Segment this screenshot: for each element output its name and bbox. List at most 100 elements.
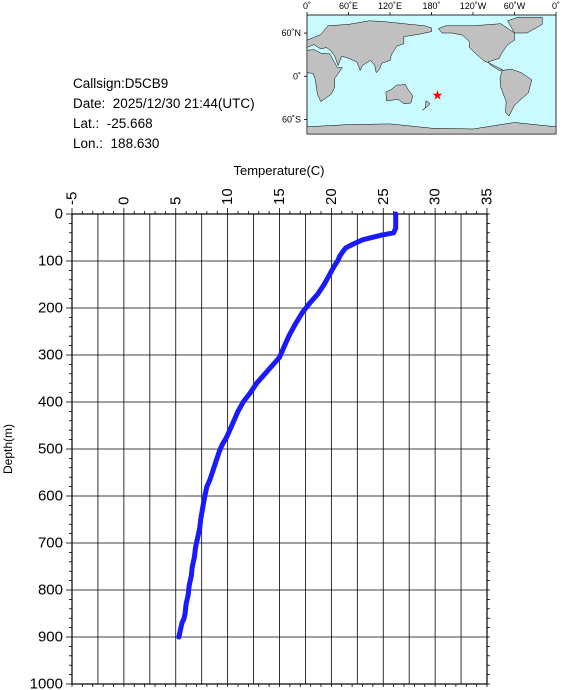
profile-point: [393, 211, 399, 217]
profile-point: [315, 291, 321, 297]
profile-point: [332, 263, 337, 269]
lat-line: Lat.: -25.668: [73, 114, 255, 134]
map-lon-label: 60˚E: [339, 1, 358, 11]
profile-point: [281, 345, 287, 351]
callsign-value: D5CB9: [124, 76, 169, 91]
profile-point: [177, 629, 183, 635]
position-marker: ★: [432, 87, 444, 102]
x-tick-label: 5: [167, 197, 184, 205]
map-lon-label: 180˚: [422, 1, 440, 11]
map-lon-label: 0˚: [552, 1, 560, 11]
profile-point: [248, 390, 253, 395]
profile-point: [391, 230, 397, 236]
x-tick-label: 25: [375, 188, 392, 205]
y-tick-label: 500: [38, 441, 63, 458]
y-tick-label: 800: [38, 582, 63, 599]
map-ticks: [304, 12, 557, 120]
location-map: 0˚ 60˚E 120˚E 180˚ 120˚W 60˚W 0˚ 60˚N 0˚ 60˚S ★: [281, 1, 560, 135]
x-tick-label: 35: [479, 188, 496, 205]
profile-point: [254, 380, 260, 386]
lat-label: Lat.:: [73, 116, 100, 131]
x-tick-label: 15: [271, 188, 288, 205]
y-tick-label: 200: [38, 300, 63, 317]
profile-point: [197, 526, 203, 532]
y-tick-label: 600: [38, 488, 63, 505]
profile-point: [270, 362, 276, 367]
map-lon-label: 60˚W: [504, 1, 526, 11]
map-lat-label: 60˚N: [281, 28, 301, 38]
y-tick-label: 900: [38, 629, 63, 646]
map-land: [306, 16, 557, 135]
y-tick-label: 1000: [30, 676, 63, 690]
continent-eurasia: [306, 20, 432, 74]
lat-value: -25.668: [106, 116, 153, 131]
profile-point: [349, 242, 355, 247]
profile-point: [229, 423, 235, 428]
map-lon-label: 0˚: [303, 1, 311, 11]
lon-line: Lon.: 188.630: [73, 134, 255, 154]
lon-value: 188.630: [110, 136, 160, 151]
callsign-label: Callsign:: [73, 76, 125, 91]
profile-point: [262, 371, 268, 377]
profile-point: [182, 611, 188, 616]
x-tick-labels: -5 0 5 10 15 20 25 30 35: [64, 188, 496, 205]
profile-point: [286, 333, 292, 339]
profile-point: [198, 517, 204, 522]
minor-ticks: [66, 208, 490, 687]
y-tick-label: 0: [55, 206, 63, 223]
temperature-profile-line: [176, 211, 399, 640]
x-tick-label: 10: [219, 188, 236, 205]
map-lat-labels: 60˚N 0˚ 60˚S: [281, 28, 301, 125]
x-tick-label: 20: [323, 188, 340, 205]
date-label: Date:: [73, 96, 106, 111]
profile-point: [213, 458, 219, 464]
profile-point: [235, 409, 241, 414]
profile-point: [207, 477, 213, 482]
continent-antarctica: [306, 122, 557, 135]
profile-point: [224, 434, 229, 440]
profile-point: [185, 592, 191, 598]
map-lon-label: 120˚W: [460, 1, 487, 11]
profile-point: [277, 354, 282, 360]
x-tick-label: -5: [64, 192, 81, 205]
continent-new-zealand: [422, 100, 431, 111]
profile-point: [340, 249, 346, 255]
plot-frame: [71, 213, 488, 685]
profile-point: [360, 237, 365, 243]
profile-points: [176, 211, 399, 640]
continent-africa: [306, 49, 343, 102]
profile-point: [189, 564, 195, 569]
profile-point: [343, 245, 349, 251]
profile-point: [337, 253, 343, 259]
profile-point: [188, 573, 194, 579]
station-info: Callsign:D5CB9 Date: 2025/12/30 21:44(UT…: [73, 74, 255, 154]
x-tick-label: 30: [427, 188, 444, 205]
profile-point: [183, 601, 189, 607]
profile-point: [186, 582, 192, 588]
date-line: Date: 2025/12/30 21:44(UTC): [73, 94, 255, 114]
map-lat-label: 60˚S: [282, 115, 301, 125]
date-value: 2025/12/30 21:44(UTC): [112, 96, 255, 111]
lon-label: Lon.:: [73, 136, 104, 151]
profile-point: [220, 441, 225, 447]
profile-point: [200, 505, 206, 511]
profile-point: [193, 545, 198, 551]
profile-point: [204, 484, 210, 489]
continent-south-america: [499, 68, 533, 117]
callsign-line: Callsign:D5CB9: [73, 74, 255, 94]
profile-point: [210, 467, 216, 473]
y-tick-label: 700: [38, 535, 63, 552]
map-lon-labels: 0˚ 60˚E 120˚E 180˚ 120˚W 60˚W 0˚: [303, 1, 560, 11]
profile-point: [326, 272, 332, 278]
profile-point: [240, 399, 246, 405]
map-lon-label: 120˚E: [378, 1, 402, 11]
profile-point: [179, 620, 185, 626]
grid: [72, 214, 487, 684]
profile-point: [178, 625, 184, 630]
continent-greenland: [507, 16, 543, 34]
profile-point: [181, 615, 187, 621]
x-axis-label: Temperature(C): [233, 163, 324, 178]
profile-point: [299, 310, 305, 316]
profile-point: [307, 300, 312, 306]
